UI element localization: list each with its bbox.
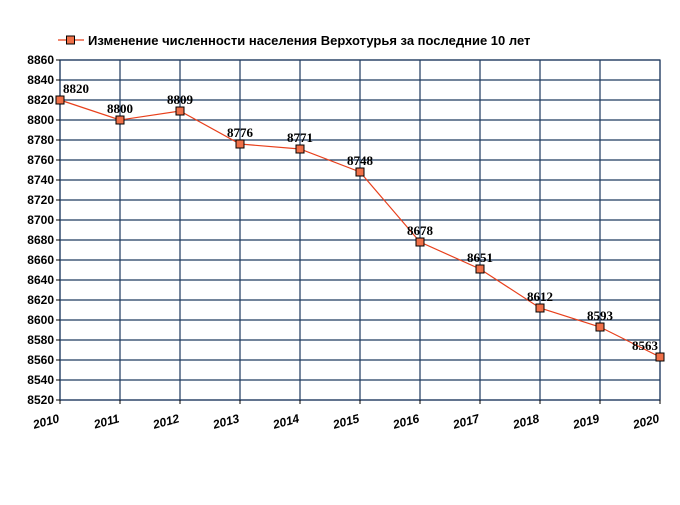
- data-point-marker: [235, 139, 245, 149]
- x-tick-label: 2020: [630, 411, 661, 432]
- x-tick-label: 2010: [30, 411, 61, 432]
- y-tick-label: 8580: [27, 333, 54, 347]
- x-axis: 2010 2011 2012 2013 2014 2015 2016 2017 2018 2019…: [30, 400, 661, 432]
- y-tick-label: 8720: [27, 193, 54, 207]
- data-point-marker: [535, 303, 545, 313]
- data-label: 8678: [407, 223, 434, 238]
- data-point-marker: [55, 95, 65, 105]
- data-point-marker: [295, 144, 305, 154]
- data-label: 8820: [63, 81, 89, 96]
- data-label: 8809: [167, 92, 194, 107]
- y-tick-label: 8820: [27, 93, 54, 107]
- y-tick-label: 8780: [27, 133, 54, 147]
- data-label: 8593: [587, 308, 614, 323]
- data-point-marker: [595, 322, 605, 332]
- y-tick-label: 8680: [27, 233, 54, 247]
- data-point-marker: [175, 106, 185, 116]
- y-tick-label: 8700: [27, 213, 54, 227]
- y-tick-label: 8620: [27, 293, 54, 307]
- y-tick-label: 8540: [27, 373, 54, 387]
- x-tick-label: 2017: [450, 411, 482, 432]
- data-point-marker: [415, 237, 425, 247]
- data-label: 8563: [632, 338, 659, 353]
- y-tick-label: 8800: [27, 113, 54, 127]
- legend: Изменение численности населения Верхотур…: [58, 33, 530, 48]
- data-point-marker: [475, 264, 485, 274]
- x-tick-label: 2011: [91, 411, 121, 432]
- x-tick-label: 2013: [210, 411, 241, 432]
- grid: [59, 59, 661, 401]
- y-tick-label: 8860: [27, 53, 54, 67]
- y-tick-label: 8640: [27, 273, 54, 287]
- data-label: 8612: [527, 289, 553, 304]
- data-label: 8771: [287, 130, 313, 145]
- x-tick-label: 2016: [390, 411, 421, 432]
- data-point-marker: [115, 115, 125, 125]
- data-label: 8651: [467, 250, 493, 265]
- data-point-marker: [655, 352, 665, 362]
- x-tick-label: 2014: [270, 411, 301, 432]
- x-tick-label: 2018: [510, 411, 541, 432]
- y-tick-label: 8840: [27, 73, 54, 87]
- data-label: 8800: [107, 101, 133, 116]
- x-tick-label: 2019: [570, 411, 601, 432]
- y-tick-label: 8600: [27, 313, 54, 327]
- y-tick-label: 8660: [27, 253, 54, 267]
- data-label: 8748: [347, 153, 374, 168]
- legend-label: Изменение численности населения Верхотур…: [88, 33, 530, 48]
- series-layer: [55, 95, 665, 362]
- data-label: 8776: [227, 125, 254, 140]
- legend-marker: [66, 35, 75, 45]
- y-tick-label: 8560: [27, 353, 54, 367]
- y-tick-label: 8740: [27, 173, 54, 187]
- y-axis: 8520 8540 8560 8580 8600 8620 8640 8660 8680 8700…: [27, 53, 60, 407]
- data-point-marker: [355, 167, 365, 177]
- x-tick-label: 2012: [150, 411, 181, 432]
- y-tick-label: 8520: [27, 393, 54, 407]
- x-tick-label: 2015: [330, 411, 361, 432]
- y-tick-label: 8760: [27, 153, 54, 167]
- data-labels: 8820 8800 8809 8776 8771 8748 8678 8651 8612 8593…: [63, 81, 659, 353]
